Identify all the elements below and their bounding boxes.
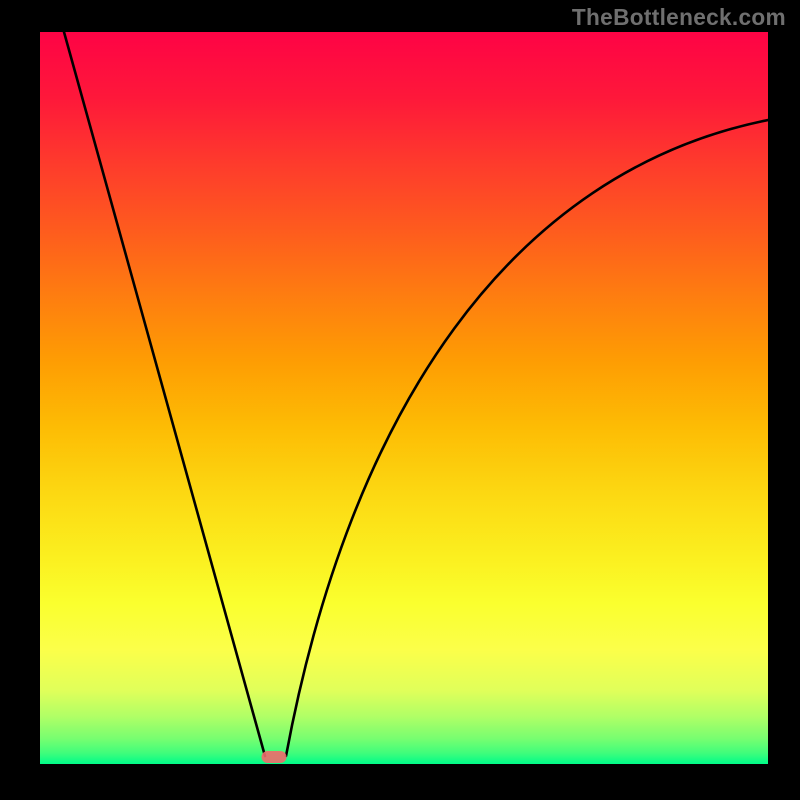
minimum-marker — [262, 751, 287, 763]
chart-frame: TheBottleneck.com — [0, 0, 800, 800]
watermark-text: TheBottleneck.com — [572, 4, 786, 31]
plot-background — [40, 32, 768, 764]
bottleneck-chart — [0, 0, 800, 800]
